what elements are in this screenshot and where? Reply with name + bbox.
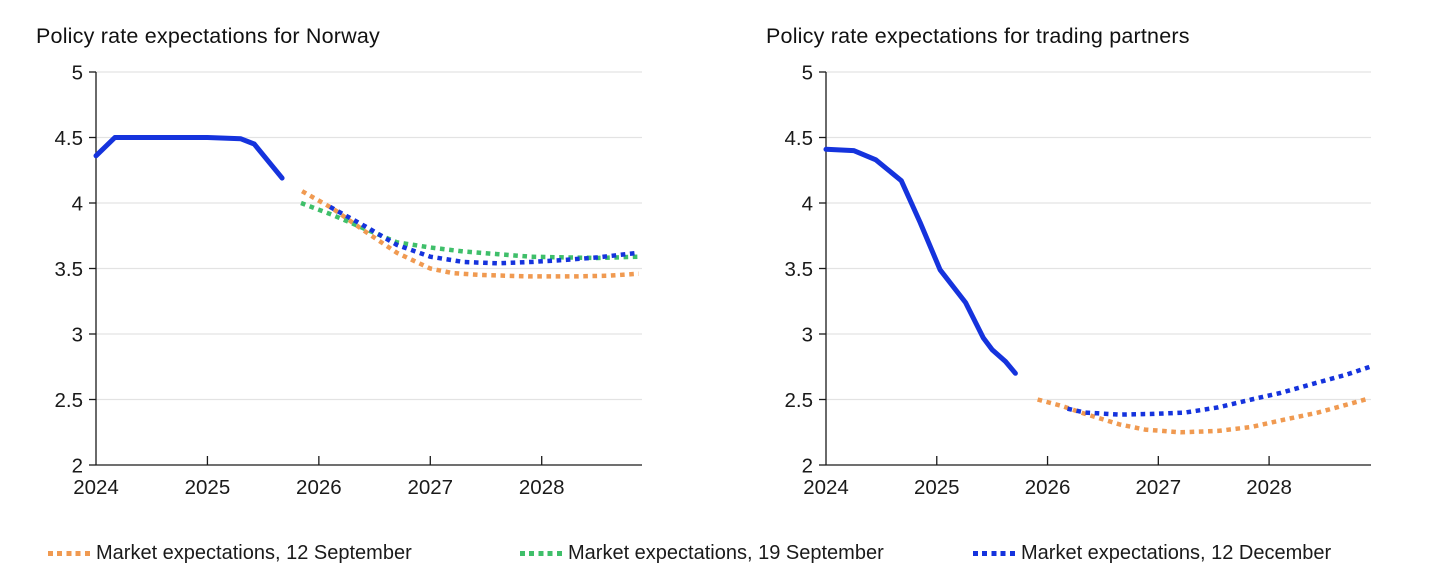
y-tick-label: 2.5 — [55, 389, 84, 412]
y-tick-label: 3.5 — [785, 258, 814, 281]
charts-canvas: 2 2.5 3 3.5 4 4.5 5 2024 2025 2026 2027 2028 2 2.5 3 3.… — [55, 61, 1371, 499]
y-tick-label: 5 — [72, 61, 83, 84]
legend-item-12-september: Market expectations, 12 September — [48, 538, 412, 568]
y-tick-label: 4.5 — [785, 127, 814, 150]
y-tick-label: 4 — [72, 192, 83, 215]
y-tick-label: 2 — [72, 454, 83, 477]
legend-swatch-green-dotted-icon — [520, 550, 566, 556]
series-line-policy-rate — [823, 146, 1018, 376]
y-tick-label: 4 — [802, 192, 813, 215]
chart-title-trading-partners: Policy rate expectations for trading par… — [766, 24, 1190, 48]
legend-label: Market expectations, 19 September — [568, 541, 884, 564]
x-tick-label: 2027 — [1136, 476, 1182, 499]
y-tick-label: 4.5 — [55, 127, 84, 150]
y-tick-label: 2 — [802, 454, 813, 477]
x-tick-label: 2025 — [185, 476, 231, 499]
y-tick-label: 2.5 — [785, 389, 814, 412]
legend-swatch-blue-dotted-icon — [973, 550, 1019, 556]
x-tick-label: 2027 — [407, 476, 453, 499]
series-line-market-expectations-12-december — [328, 204, 639, 266]
x-tick-label: 2028 — [519, 476, 565, 499]
y-tick-label: 3 — [72, 323, 83, 346]
series-line-policy-rate — [93, 135, 285, 181]
legend-item-12-december: Market expectations, 12 December — [973, 538, 1331, 568]
legend-item-19-september: Market expectations, 19 September — [520, 538, 884, 568]
legend-swatch-orange-dotted-icon — [48, 550, 94, 556]
series-line-market-expectations-12-september — [1037, 396, 1371, 435]
x-tick-label: 2024 — [803, 476, 849, 499]
y-tick-label: 5 — [802, 61, 813, 84]
series-line-market-expectations-12-december — [1067, 364, 1371, 417]
y-tick-label: 3.5 — [55, 258, 84, 281]
legend-label: Market expectations, 12 December — [1021, 541, 1332, 564]
legend-label: Market expectations, 12 September — [96, 541, 412, 564]
series-line-market-expectations-19-september — [300, 200, 639, 261]
x-tick-label: 2028 — [1246, 476, 1292, 499]
x-tick-label: 2025 — [914, 476, 960, 499]
y-tick-label: 3 — [802, 323, 813, 346]
x-tick-label: 2026 — [296, 476, 342, 499]
series-line-market-expectations-12-september — [300, 189, 639, 279]
x-tick-label: 2024 — [73, 476, 119, 499]
chart-title-norway: Policy rate expectations for Norway — [36, 24, 380, 48]
legend: Market expectations, 12 September Market… — [0, 538, 1445, 568]
x-tick-label: 2026 — [1025, 476, 1071, 499]
